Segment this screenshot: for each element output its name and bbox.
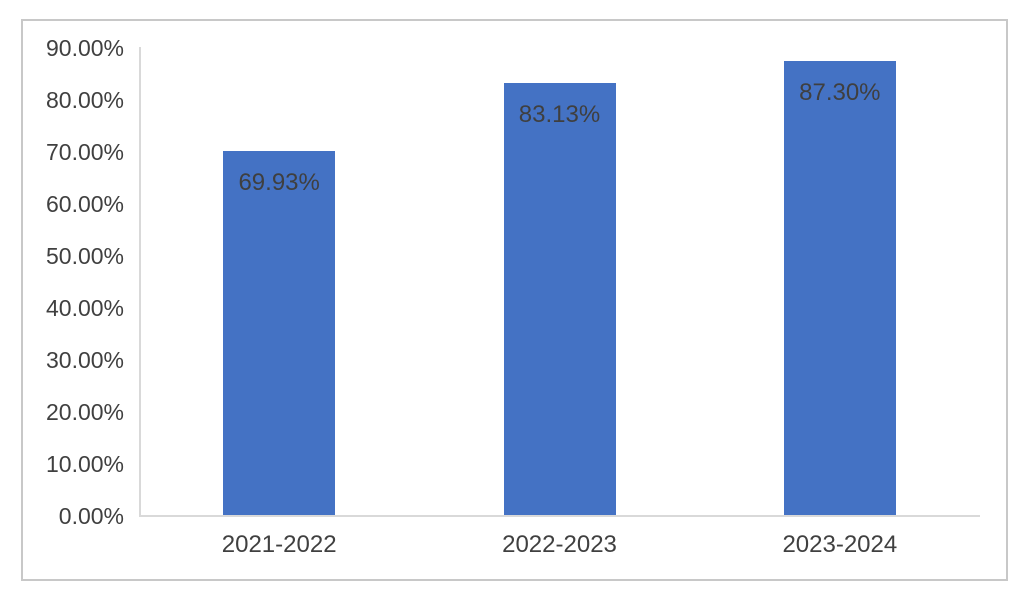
y-axis-tick-label: 70.00% xyxy=(45,139,124,165)
y-axis-line xyxy=(139,47,141,517)
bar-2021-2022 xyxy=(223,151,336,515)
chart-frame: 90.00% 80.00% 70.00% 60.00% 50.00% 40.00% 30.0… xyxy=(21,19,1008,581)
y-axis-tick-label: 80.00% xyxy=(45,87,124,113)
y-axis-tick-label: 20.00% xyxy=(45,399,124,425)
x-axis-line xyxy=(139,515,980,517)
x-axis-category-label: 2021-2022 xyxy=(221,531,337,558)
y-axis-tick-label: 0.00% xyxy=(58,503,124,529)
y-axis-tick-label: 50.00% xyxy=(45,243,124,269)
y-axis-tick-label: 90.00% xyxy=(45,35,124,61)
bar-2023-2024 xyxy=(783,61,896,515)
y-axis-tick-label: 10.00% xyxy=(45,451,124,477)
data-label: 69.93% xyxy=(238,169,320,197)
y-axis-tick-label: 30.00% xyxy=(45,347,124,373)
data-label: 87.30% xyxy=(799,79,881,107)
x-axis-category-label: 2023-2024 xyxy=(782,531,898,558)
x-axis-category-label: 2022-2023 xyxy=(502,531,617,558)
bar-2022-2023 xyxy=(503,82,616,515)
y-axis-tick-label: 60.00% xyxy=(45,191,124,217)
data-label: 83.13% xyxy=(518,100,601,128)
y-axis-tick-label: 40.00% xyxy=(45,295,124,321)
